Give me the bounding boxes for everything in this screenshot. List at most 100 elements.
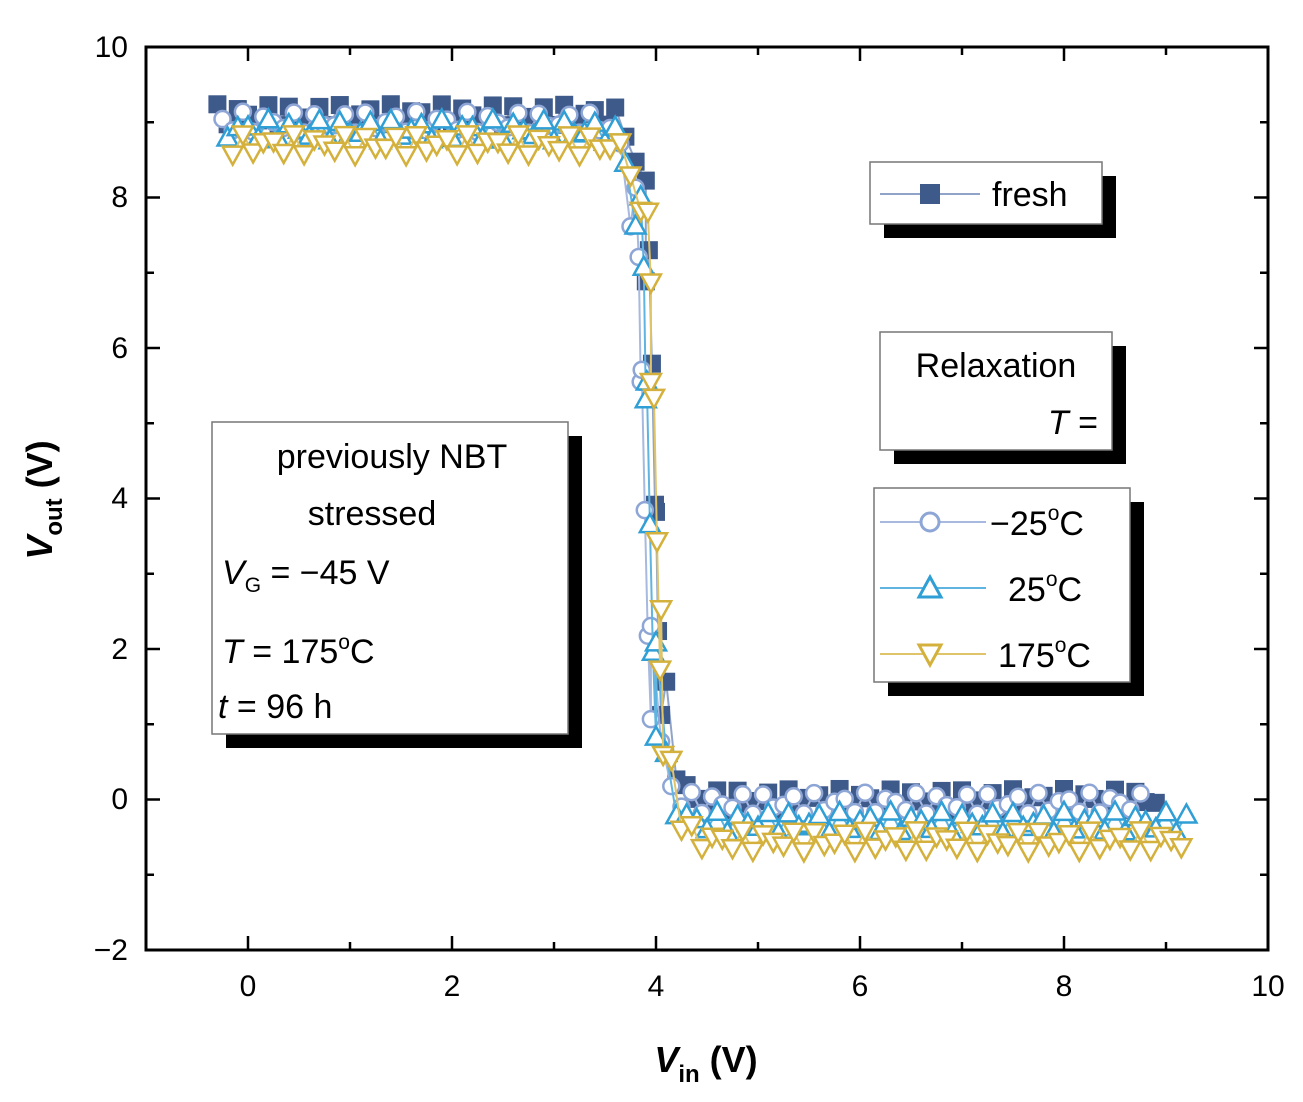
data-point: [342, 145, 368, 168]
data-point: [1056, 825, 1082, 847]
data-point: [1118, 840, 1143, 863]
annotation-time: t = 96 h: [218, 688, 332, 726]
data-point: [1005, 822, 1031, 845]
data-point: [495, 143, 521, 166]
data-point: [546, 140, 572, 163]
data-point: [404, 125, 429, 148]
data-point: [638, 273, 664, 296]
x-tick-labels: 0 2 4 6 8 10: [240, 970, 1285, 1003]
data-point: [832, 824, 857, 847]
data-point: [978, 784, 997, 804]
data-point: [740, 841, 766, 864]
legend-relaxation: Relaxation T =: [879, 331, 1126, 464]
data-point: [213, 109, 232, 129]
data-point: [606, 98, 625, 117]
y-tick-label: 2: [111, 633, 128, 666]
data-point: [240, 143, 266, 166]
y-tick-label: 4: [111, 482, 128, 515]
annotation-box-frame: [211, 421, 569, 735]
data-point: [1046, 832, 1072, 855]
data-point: [756, 800, 781, 823]
data-point: [444, 145, 470, 167]
data-point: [506, 125, 531, 148]
annotation-temperature: T = 175oC: [222, 631, 375, 671]
data-point: [455, 125, 480, 147]
data-point: [429, 106, 454, 129]
annotation-vg: VG = −45 V: [222, 554, 390, 597]
data-point: [883, 827, 908, 849]
data-point: [1169, 837, 1194, 860]
data-point: [733, 785, 752, 804]
data-point: [230, 125, 256, 148]
data-point: [954, 821, 980, 844]
data-point: [1153, 799, 1179, 822]
data-point: [776, 800, 801, 823]
data-point: [220, 145, 245, 168]
data-point: [689, 838, 715, 861]
data-point: [557, 126, 582, 149]
legend-relax-title: Relaxation: [916, 347, 1077, 385]
data-point: [903, 821, 929, 843]
x-tick-label: 0: [240, 970, 257, 1003]
data-point: [1131, 784, 1150, 803]
data-point: [271, 143, 296, 166]
annotation-line2: stressed: [308, 495, 437, 533]
data-point: [648, 599, 674, 622]
data-point: [995, 835, 1021, 858]
data-point: [485, 132, 511, 155]
data-point: [638, 372, 664, 395]
data-point: [1000, 800, 1026, 823]
y-axis-title: Vout (V): [19, 440, 68, 559]
data-point: [957, 785, 977, 804]
data-point: [643, 724, 669, 746]
data-point: [980, 800, 1005, 823]
data-point: [1107, 827, 1133, 850]
legend-m25-marker: [919, 511, 941, 533]
data-point: [577, 127, 602, 150]
data-point: [1026, 822, 1051, 845]
series-triangle-down: [220, 125, 1194, 864]
legend-fresh-label: fresh: [992, 176, 1068, 214]
x-tick-label: 6: [852, 970, 869, 1003]
legend-fresh: fresh: [869, 161, 1116, 238]
data-point: [480, 106, 505, 129]
data-point: [291, 145, 317, 167]
data-point: [281, 125, 307, 147]
data-point: [855, 783, 875, 802]
data-point: [322, 141, 347, 164]
data-point: [822, 833, 847, 856]
data-point: [1102, 798, 1128, 821]
data-point: [432, 95, 451, 114]
legend-175-label: 175oC: [998, 634, 1091, 675]
tick-layer: [146, 45, 1270, 952]
data-point: [383, 127, 409, 150]
data-point: [1128, 821, 1153, 843]
x-axis-title: Vin (V): [654, 1039, 757, 1088]
data-point: [705, 799, 730, 822]
data-point: [647, 660, 673, 683]
data-point: [1029, 783, 1048, 803]
data-point: [644, 532, 670, 554]
legend-25-marker: [916, 573, 944, 599]
data-point: [1016, 842, 1041, 864]
data-point: [893, 840, 919, 863]
annotation-line1: previously NBT: [277, 438, 508, 476]
data-point: [353, 127, 378, 150]
data-point: [827, 799, 852, 822]
data-point: [261, 132, 286, 155]
data-point: [784, 787, 803, 806]
y-tick-label: 10: [95, 31, 128, 64]
data-point: [720, 838, 745, 861]
data-point: [801, 822, 827, 845]
data-point: [618, 166, 643, 189]
data-point: [1080, 783, 1099, 803]
legend-fresh-marker: [920, 184, 940, 204]
data-point: [878, 798, 903, 821]
data-point: [730, 821, 755, 844]
x-tick-label: 2: [444, 970, 461, 1003]
y-tick-label: 8: [111, 181, 128, 214]
data-point: [842, 841, 868, 864]
data-point: [1146, 793, 1165, 812]
data-point: [965, 841, 990, 864]
